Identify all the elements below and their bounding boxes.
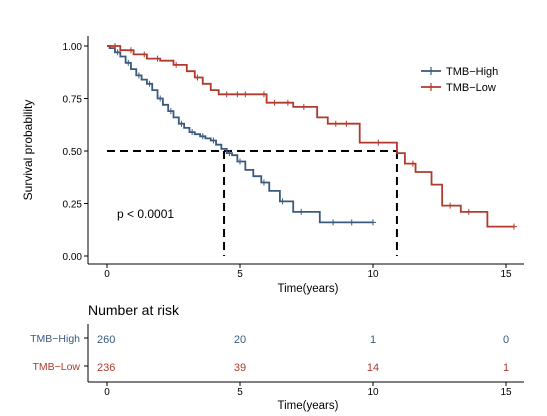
km-x-tick-label: 5 bbox=[237, 269, 243, 280]
risk-x-tick-label: 5 bbox=[237, 387, 243, 398]
censor-mark-high bbox=[114, 49, 121, 56]
censor-mark-low bbox=[465, 208, 472, 215]
censor-mark-high bbox=[260, 179, 267, 186]
risk-cell-low: 39 bbox=[234, 362, 246, 374]
risk-x-axis-label: Time(years) bbox=[278, 400, 339, 412]
risk-cell-low: 14 bbox=[367, 362, 379, 374]
censor-mark-low bbox=[300, 103, 307, 110]
censor-mark-low bbox=[510, 223, 517, 230]
legend-entry-low: TMB−Low bbox=[421, 82, 496, 94]
risk-cell-high: 1 bbox=[370, 334, 376, 346]
censor-mark-high bbox=[237, 158, 243, 165]
risk-cell-low: 1 bbox=[503, 362, 509, 374]
censor-mark-low bbox=[332, 120, 339, 127]
censor-mark-high bbox=[125, 59, 132, 66]
censor-mark-high bbox=[348, 219, 355, 226]
km-y-axis-label: Survival probability bbox=[21, 100, 35, 201]
risk-table-title: Number at risk bbox=[88, 302, 180, 318]
legend-label-low: TMB−Low bbox=[446, 82, 496, 94]
censor-mark-high bbox=[189, 129, 196, 136]
censor-mark-high bbox=[135, 72, 142, 79]
censor-mark-low bbox=[173, 61, 180, 68]
risk-x-tick-label: 15 bbox=[500, 387, 512, 398]
censor-mark-low bbox=[343, 120, 350, 127]
censor-mark-low bbox=[234, 91, 241, 98]
risk-cell-high: 0 bbox=[503, 334, 509, 346]
risk-row-label-high: TMB−High bbox=[30, 333, 80, 345]
censor-mark-high bbox=[199, 133, 206, 140]
risk-cell-high: 20 bbox=[234, 334, 246, 346]
censor-mark-low bbox=[260, 91, 267, 98]
censor-mark-high bbox=[210, 137, 217, 144]
censor-mark-high bbox=[279, 198, 286, 205]
censor-mark-high bbox=[298, 208, 305, 215]
censor-mark-low bbox=[447, 202, 454, 209]
censor-mark-high bbox=[157, 95, 164, 102]
censor-mark-low bbox=[111, 43, 118, 49]
km-y-tick-label: 1.00 bbox=[63, 42, 83, 53]
censor-mark-low bbox=[141, 51, 148, 58]
km-y-tick-label: 0.25 bbox=[63, 200, 83, 211]
km-x-tick-label: 0 bbox=[104, 269, 110, 280]
km-x-axis-label: Time(years) bbox=[278, 283, 339, 295]
survival-curve-high bbox=[107, 45, 373, 224]
km-x-tick-label: 10 bbox=[367, 269, 379, 280]
legend-label-high: TMB−High bbox=[446, 66, 498, 78]
legend-entry-high: TMB−High bbox=[421, 66, 498, 78]
censor-mark-low bbox=[242, 91, 249, 98]
legend: TMB−High TMB−Low bbox=[421, 66, 498, 94]
censor-mark-high bbox=[146, 80, 153, 87]
censor-mark-low bbox=[284, 99, 291, 106]
risk-x-tick-label: 0 bbox=[104, 387, 110, 398]
censor-mark-high bbox=[370, 219, 376, 226]
censor-mark-high bbox=[226, 150, 233, 157]
p-value-annotation: p < 0.0001 bbox=[117, 207, 174, 221]
censor-mark-low bbox=[271, 99, 278, 106]
censor-mark-low bbox=[223, 91, 230, 98]
censor-mark-high bbox=[167, 108, 174, 115]
risk-row-label-low: TMB−Low bbox=[32, 361, 80, 373]
censor-mark-low bbox=[194, 74, 201, 81]
censor-mark-high bbox=[178, 120, 185, 127]
risk-cell-high: 260 bbox=[97, 334, 115, 346]
censor-mark-low bbox=[154, 55, 161, 62]
risk-x-tick-label: 10 bbox=[367, 387, 379, 398]
km-x-tick-label: 15 bbox=[500, 269, 512, 280]
censor-mark-low bbox=[375, 139, 382, 146]
km-y-tick-label: 0.00 bbox=[63, 252, 83, 263]
risk-cell-low: 236 bbox=[97, 362, 115, 374]
km-y-tick-label: 0.75 bbox=[63, 95, 83, 106]
censor-mark-high bbox=[330, 219, 337, 226]
censor-mark-low bbox=[127, 47, 134, 54]
censor-mark-low bbox=[409, 160, 416, 167]
km-y-tick-label: 0.50 bbox=[63, 147, 83, 158]
